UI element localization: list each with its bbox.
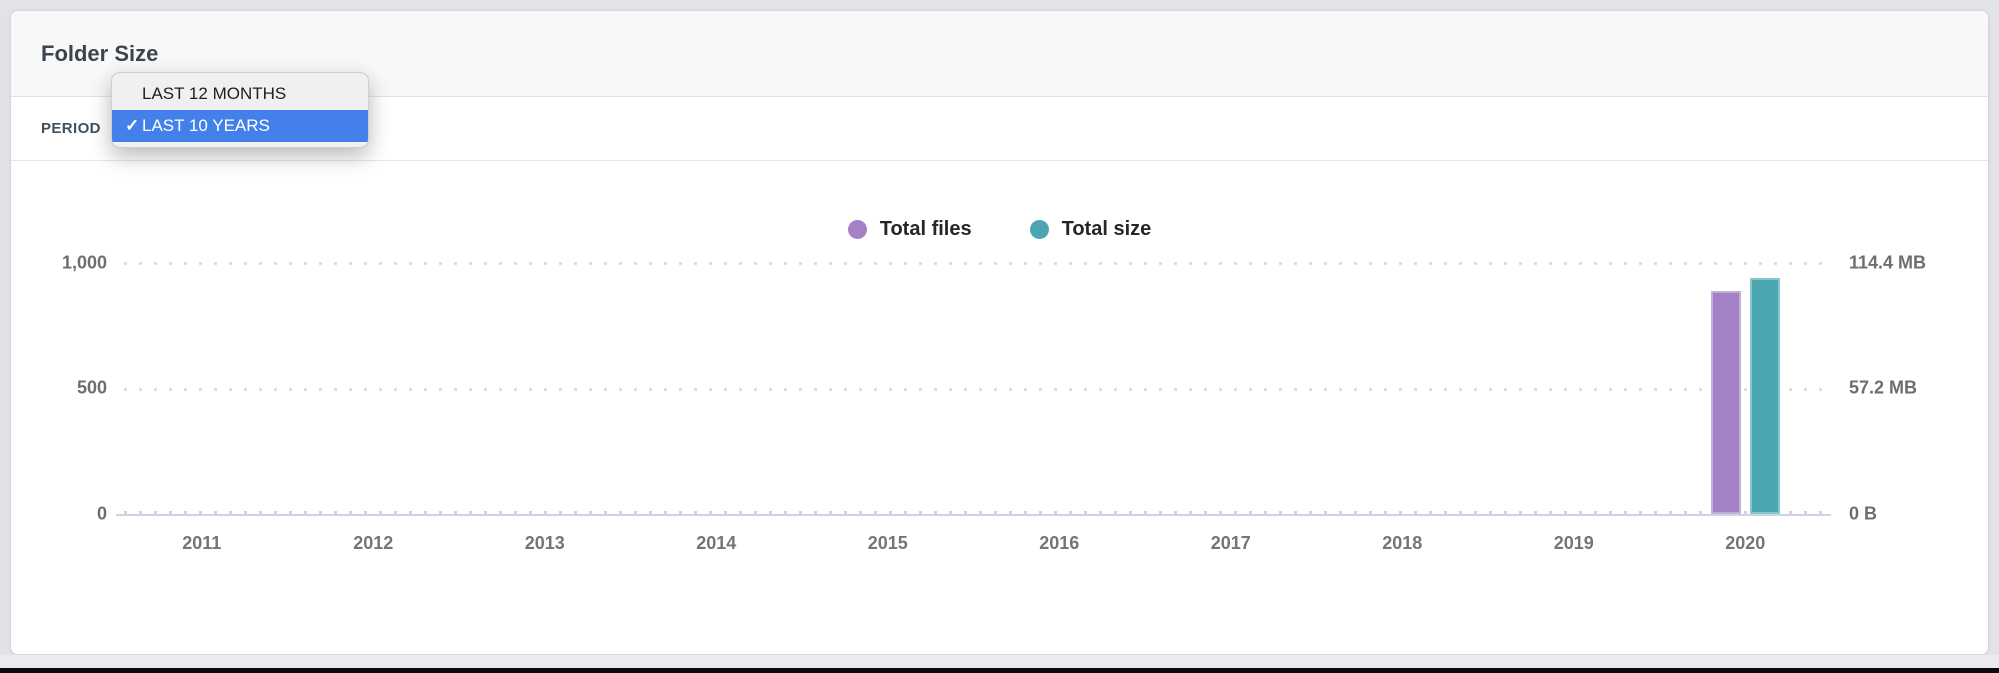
- x-axis-label-2017: 2017: [1145, 533, 1317, 554]
- left-axis-tick-0: 0: [11, 504, 107, 525]
- bar-slots: [116, 263, 1831, 514]
- bottom-edge: [0, 668, 1999, 673]
- category-slot-2019: [1488, 263, 1660, 514]
- period-label: PERIOD: [41, 120, 101, 137]
- right-axis-tick-zero: 0 B: [1849, 504, 1877, 525]
- legend-label: Total size: [1062, 218, 1152, 241]
- category-slot-2016: [974, 263, 1146, 514]
- category-slot-2014: [631, 263, 803, 514]
- legend-label: Total files: [880, 218, 972, 241]
- total-size-dot-icon: [1030, 220, 1049, 239]
- legend-item-total-size[interactable]: Total size: [1030, 218, 1152, 241]
- chart-section: Total files Total size 1,000 500 0 114.4…: [11, 161, 1988, 654]
- left-axis-tick-1000: 1,000: [11, 253, 107, 274]
- right-axis-tick-mid: 57.2 MB: [1849, 378, 1917, 399]
- menu-item-last-10-years[interactable]: ✓ LAST 10 YEARS: [112, 110, 368, 142]
- category-slot-2011: [116, 263, 288, 514]
- total-files-dot-icon: [848, 220, 867, 239]
- category-slot-2012: [288, 263, 460, 514]
- menu-item-label: LAST 10 YEARS: [142, 116, 270, 136]
- x-axis-label-2012: 2012: [288, 533, 460, 554]
- x-axis-label-2011: 2011: [116, 533, 288, 554]
- legend-item-total-files[interactable]: Total files: [848, 218, 972, 241]
- x-axis-label-2013: 2013: [459, 533, 631, 554]
- bottom-gap: [0, 655, 1999, 668]
- category-slot-2018: [1317, 263, 1489, 514]
- panel-title: Folder Size: [41, 41, 158, 67]
- category-slot-2017: [1145, 263, 1317, 514]
- x-axis-label-2016: 2016: [974, 533, 1146, 554]
- x-axis-baseline: [116, 514, 1831, 516]
- x-axis-label-2014: 2014: [631, 533, 803, 554]
- x-axis-label-2015: 2015: [802, 533, 974, 554]
- x-axis-labels: 2011201220132014201520162017201820192020: [116, 533, 1831, 554]
- right-axis-tick-max: 114.4 MB: [1849, 253, 1926, 274]
- category-slot-2020: [1660, 263, 1832, 514]
- x-axis-label-2020: 2020: [1660, 533, 1832, 554]
- checkmark-icon: ✓: [112, 116, 142, 136]
- menu-item-label: LAST 12 MONTHS: [142, 84, 286, 104]
- chart-plot-area: [116, 263, 1831, 514]
- bar-total-files-2020[interactable]: [1711, 291, 1741, 514]
- checkmark-icon: ✓: [112, 84, 142, 104]
- category-slot-2013: [459, 263, 631, 514]
- bar-total-size-2020[interactable]: [1750, 278, 1780, 514]
- period-dropdown-menu: ✓ LAST 12 MONTHS ✓ LAST 10 YEARS: [111, 72, 369, 148]
- folder-size-panel: Folder Size PERIOD ✓ LAST 12 MONTHS ✓ LA…: [10, 10, 1989, 655]
- x-axis-label-2018: 2018: [1317, 533, 1489, 554]
- x-axis-label-2019: 2019: [1488, 533, 1660, 554]
- menu-item-last-12-months[interactable]: ✓ LAST 12 MONTHS: [112, 78, 368, 110]
- category-slot-2015: [802, 263, 974, 514]
- chart-legend: Total files Total size: [11, 211, 1988, 247]
- left-axis-tick-500: 500: [11, 378, 107, 399]
